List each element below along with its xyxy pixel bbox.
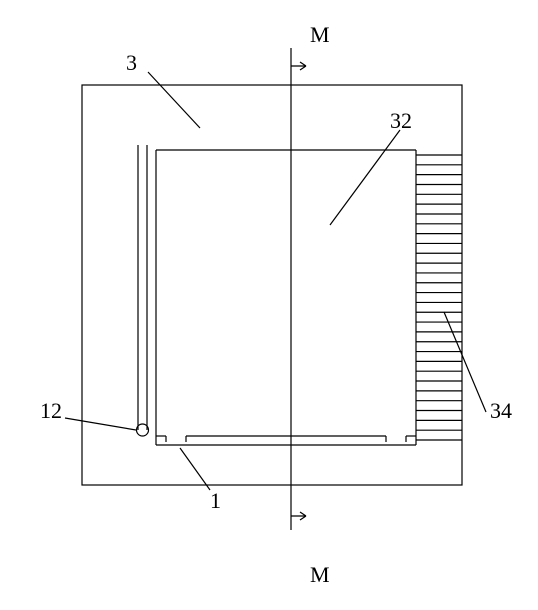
leader-32 bbox=[330, 130, 400, 225]
label-12: 12 bbox=[40, 398, 62, 423]
label-34: 34 bbox=[490, 398, 512, 423]
label-1: 1 bbox=[210, 488, 221, 513]
label-3: 3 bbox=[126, 50, 137, 75]
label-M_top: M bbox=[310, 22, 330, 47]
leader-3 bbox=[148, 72, 200, 128]
label-M_bot: M bbox=[310, 562, 330, 587]
leader-12 bbox=[65, 418, 136, 430]
label-32: 32 bbox=[390, 108, 412, 133]
leader-1 bbox=[180, 448, 210, 490]
leader-34 bbox=[444, 312, 486, 412]
technical-drawing: 1 3 12 32 34 M M bbox=[0, 0, 538, 610]
